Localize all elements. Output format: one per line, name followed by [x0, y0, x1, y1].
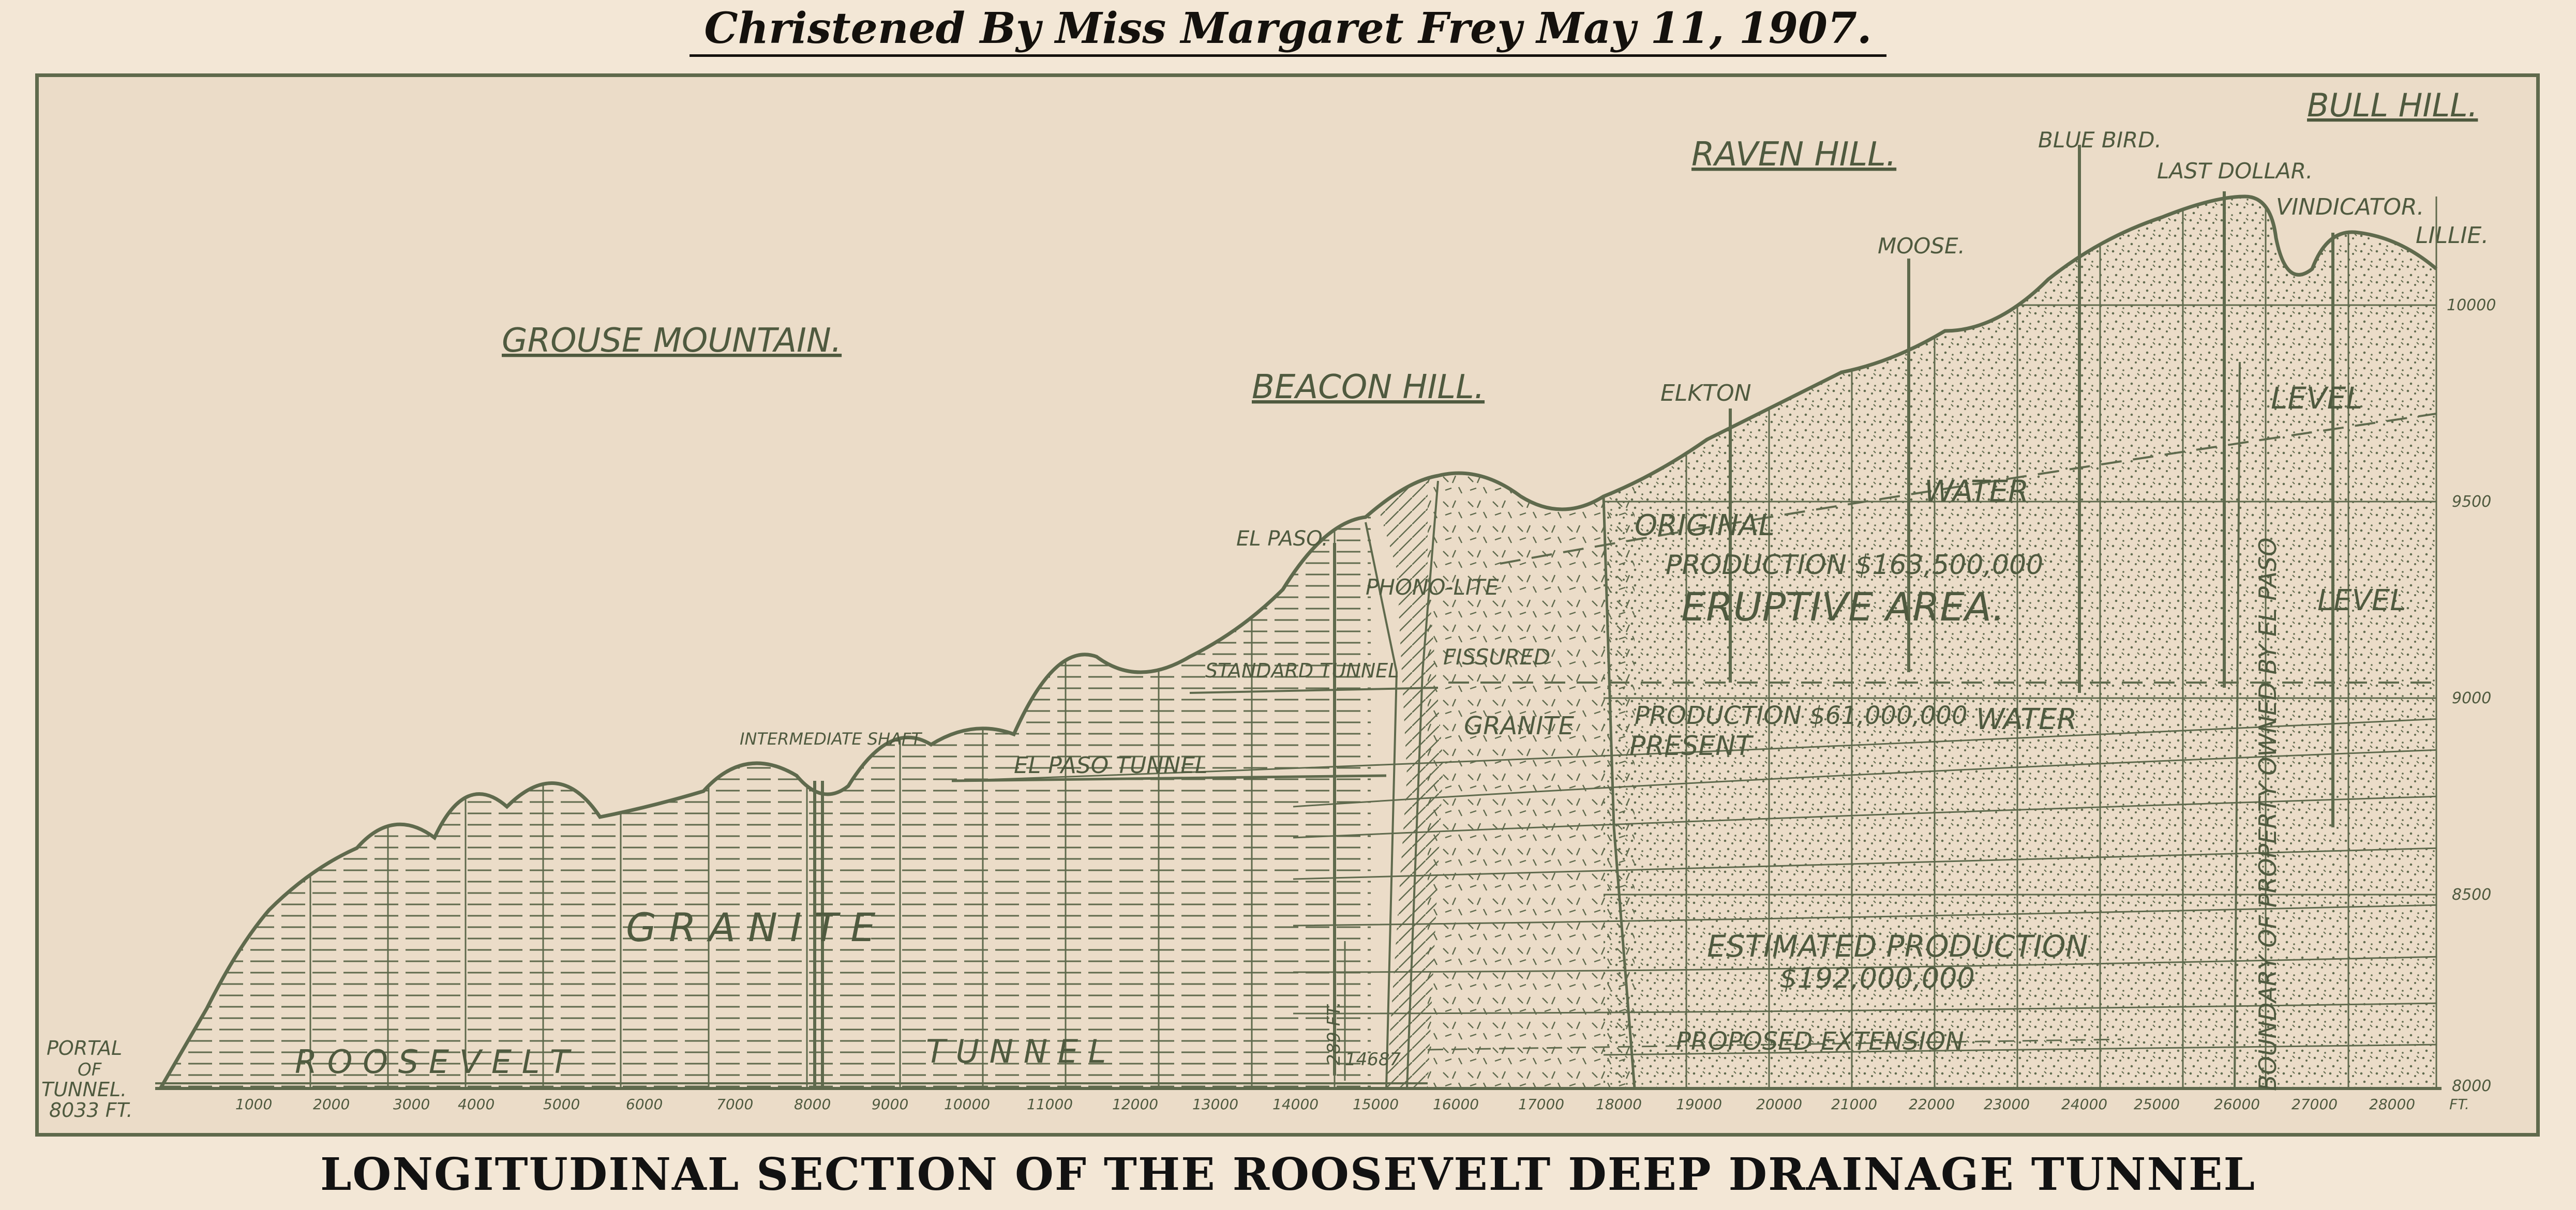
fissured-granite	[1428, 465, 1635, 1088]
distance-unit: FT.	[2449, 1096, 2469, 1113]
el-paso-tunnel-label: EL PASO TUNNEL	[1014, 752, 1208, 779]
depth-289-label: 289 FT.	[1324, 1002, 1344, 1065]
phonolite-label: PHONO-LITE	[1366, 574, 1499, 600]
distance-tick: 24000	[2061, 1096, 2107, 1113]
ground-surface-profile	[158, 194, 2438, 1090]
distance-tick: 8000	[794, 1096, 831, 1113]
proposed-extension-label: PROPOSED EXTENSION	[1676, 1027, 1964, 1056]
distance-tick: 6000	[626, 1096, 663, 1113]
distance-axis: 1000 2000 3000 4000 5000 6000 7000 8000 …	[235, 1096, 2469, 1113]
distance-tick: 12000	[1112, 1096, 1158, 1113]
production-61-label: PRODUCTION $61,000,000	[1635, 701, 1967, 730]
raven-hill-label: RAVEN HILL.	[1691, 135, 1896, 174]
distance-tick: 16000	[1433, 1096, 1479, 1113]
eruptive-area-label: ERUPTIVE AREA.	[1681, 584, 2005, 630]
present-label: PRESENT	[1629, 731, 1754, 762]
elevation-tick: 8500	[2452, 886, 2491, 904]
moose-label: MOOSE.	[1878, 233, 1965, 259]
distance-tick: 23000	[1984, 1096, 2030, 1113]
phonolite-boundary-west	[1365, 522, 1398, 1089]
distance-tick: 17000	[1518, 1096, 1564, 1113]
roosevelt-label: R O O S E V E L T	[295, 1043, 572, 1081]
distance-tick: 18000	[1596, 1096, 1642, 1113]
phonolite-dike	[1366, 465, 1443, 1088]
standard-tunnel-line	[1189, 687, 1439, 694]
level-upper-label: LEVEL	[2271, 381, 2363, 416]
production-163-label: PRODUCTION $163,500,000	[1666, 550, 2043, 581]
original-label: ORIGINAL	[1635, 509, 1775, 542]
estimated-production-label: ESTIMATED PRODUCTION	[1707, 929, 2088, 964]
distance-tick: 13000	[1192, 1096, 1238, 1113]
distance-tick: 15000	[1353, 1096, 1399, 1113]
portal-line-3: TUNNEL.	[41, 1078, 127, 1101]
vindicator-label: VINDICATOR.	[2276, 194, 2424, 220]
el-paso-tunnel-line	[951, 774, 1387, 782]
property-boundary-line	[2234, 361, 2241, 1089]
beacon-hill-label: BEACON HILL.	[1252, 368, 1485, 406]
distance-tick: 11000	[1027, 1096, 1073, 1113]
granite-label: G R A N I T E	[626, 904, 875, 950]
distance-tick: 2000	[313, 1096, 350, 1113]
rock-strata	[160, 196, 2436, 1088]
distance-tick: 28000	[2369, 1096, 2415, 1113]
level-lower-label: LEVEL	[2317, 584, 2406, 617]
elevation-tick: 9500	[2452, 493, 2491, 511]
distance-tick: 4000	[458, 1096, 495, 1113]
lillie-label: LILLIE.	[2416, 222, 2489, 249]
granite-hatching	[160, 196, 1371, 1088]
distance-tick: 22000	[1909, 1096, 1955, 1113]
portal-line-2: OF	[78, 1060, 102, 1080]
distance-tick: 19000	[1676, 1096, 1722, 1113]
distance-tick: 1000	[235, 1096, 272, 1113]
distance-tick: 7000	[716, 1096, 753, 1113]
distance-tick: 26000	[2214, 1096, 2260, 1113]
eruptive-boundary	[1602, 496, 1636, 1089]
last-dollar-label: LAST DOLLAR.	[2157, 158, 2313, 184]
distance-tick: 14000	[1272, 1096, 1319, 1113]
distance-tick: 5000	[543, 1096, 580, 1113]
christening-title: Christened By Miss Margaret Frey May 11,…	[0, 0, 2576, 62]
water-lower-label: WATER	[1976, 703, 2077, 736]
blue-bird-label: BLUE BIRD.	[2038, 127, 2162, 153]
distance-tick: 25000	[2134, 1096, 2180, 1113]
distance-tick: 20000	[1756, 1096, 1802, 1113]
distance-tick: 10000	[944, 1096, 990, 1113]
elevation-axis: 10000 9500 9000 8500 8000	[2435, 196, 2496, 1095]
estimated-value-label: $192,000,000	[1779, 962, 1975, 994]
proposed-extension-line	[1427, 1038, 2121, 1051]
section-labels: GROUSE MOUNTAIN. BEACON HILL. RAVEN HILL…	[41, 86, 2489, 1122]
intermediate-shaft-label: INTERMEDIATE SHAFT	[740, 729, 922, 749]
distance-tick: 27000	[2292, 1096, 2338, 1113]
phonolite-boundary-east	[1406, 480, 1439, 1089]
caption-title: LONGITUDINAL SECTION OF THE ROOSEVELT DE…	[320, 1148, 2256, 1201]
water-strata-lines	[951, 718, 2436, 1056]
portal-line-4: 8033 FT.	[49, 1099, 132, 1122]
fissured-label: FISSURED	[1443, 644, 1550, 670]
elkton-label: ELKTON	[1660, 380, 1751, 406]
distance-tick: 21000	[1831, 1096, 1877, 1113]
property-boundary-label: BOUNDARY OF PROPERTY OWNED BY EL PASO	[2254, 537, 2282, 1091]
granite-fissured-label: GRANITE	[1464, 712, 1575, 740]
tunnel-label: T U N N E L	[926, 1033, 1106, 1070]
grouse-mountain-label: GROUSE MOUNTAIN.	[502, 322, 842, 360]
standard-tunnel-label: STANDARD TUNNEL	[1205, 659, 1399, 682]
mine-shafts	[813, 145, 2334, 1088]
elevation-tick: 9000	[2452, 689, 2491, 707]
distance-tick: 3000	[393, 1096, 430, 1113]
elevation-tick: 10000	[2447, 296, 2496, 314]
original-water-level	[1500, 413, 2437, 565]
distance-14687-label: 14687	[1345, 1049, 1401, 1070]
distance-tick: 9000	[872, 1096, 908, 1113]
portal-line-1: PORTAL	[47, 1037, 122, 1060]
el-paso-label: EL PASO.	[1236, 527, 1328, 551]
bull-hill-label: BULL HILL.	[2307, 86, 2478, 124]
water-upper-label: WATER	[1924, 474, 2029, 509]
elevation-tick: 8000	[2452, 1077, 2491, 1095]
